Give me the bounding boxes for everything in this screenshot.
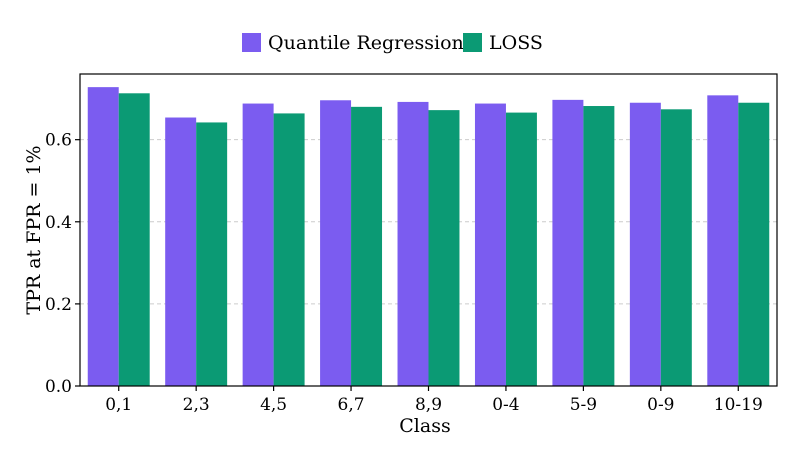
y-axis-label: TPR at FPR = 1% — [23, 145, 45, 314]
bar-quantile-regression — [320, 100, 352, 386]
legend: Quantile Regression LOSS — [242, 32, 543, 54]
bar-quantile-regression — [474, 103, 506, 386]
bar-loss — [505, 112, 537, 386]
legend-swatch-quantile-regression — [242, 33, 261, 52]
bar-quantile-regression — [707, 95, 739, 387]
y-axis-ticks: 0.0 0.2 0.4 0.6 — [45, 131, 80, 397]
bar-quantile-regression — [165, 117, 197, 386]
x-axis-ticks: 0,1 2,3 4,5 6,7 8,9 0-4 5-9 0-9 10-19 — [105, 386, 763, 415]
bar-loss — [273, 113, 305, 387]
legend-label-loss: LOSS — [489, 32, 543, 54]
x-tick-label: 10-19 — [714, 395, 763, 415]
bar-quantile-regression — [552, 99, 584, 386]
x-tick-label: 0-4 — [492, 395, 519, 415]
bar-loss — [351, 106, 383, 386]
x-tick-label: 0,1 — [105, 395, 132, 415]
y-tick-label: 0.4 — [45, 213, 72, 233]
x-tick-label: 6,7 — [338, 395, 365, 415]
y-tick-label: 0.2 — [45, 295, 72, 315]
bar-loss — [738, 102, 770, 386]
bar-loss — [118, 93, 150, 386]
x-tick-label: 4,5 — [260, 395, 287, 415]
bar-loss — [583, 106, 615, 386]
x-tick-label: 2,3 — [183, 395, 210, 415]
bar-loss — [660, 109, 692, 386]
bar-loss — [428, 110, 460, 386]
bar-quantile-regression — [242, 103, 274, 386]
y-tick-label: 0.0 — [45, 377, 72, 397]
bar-loss — [196, 122, 228, 386]
bar-quantile-regression — [87, 87, 119, 386]
bar-quantile-regression — [397, 101, 429, 387]
legend-swatch-loss — [463, 33, 482, 52]
x-tick-label: 8,9 — [415, 395, 442, 415]
legend-label-quantile-regression: Quantile Regression — [268, 32, 464, 54]
x-tick-label: 5-9 — [570, 395, 597, 415]
y-tick-label: 0.6 — [45, 131, 72, 151]
x-tick-label: 0-9 — [647, 395, 674, 415]
bar-quantile-regression — [629, 102, 661, 386]
x-axis-label: Class — [399, 415, 450, 437]
bars — [87, 87, 770, 387]
